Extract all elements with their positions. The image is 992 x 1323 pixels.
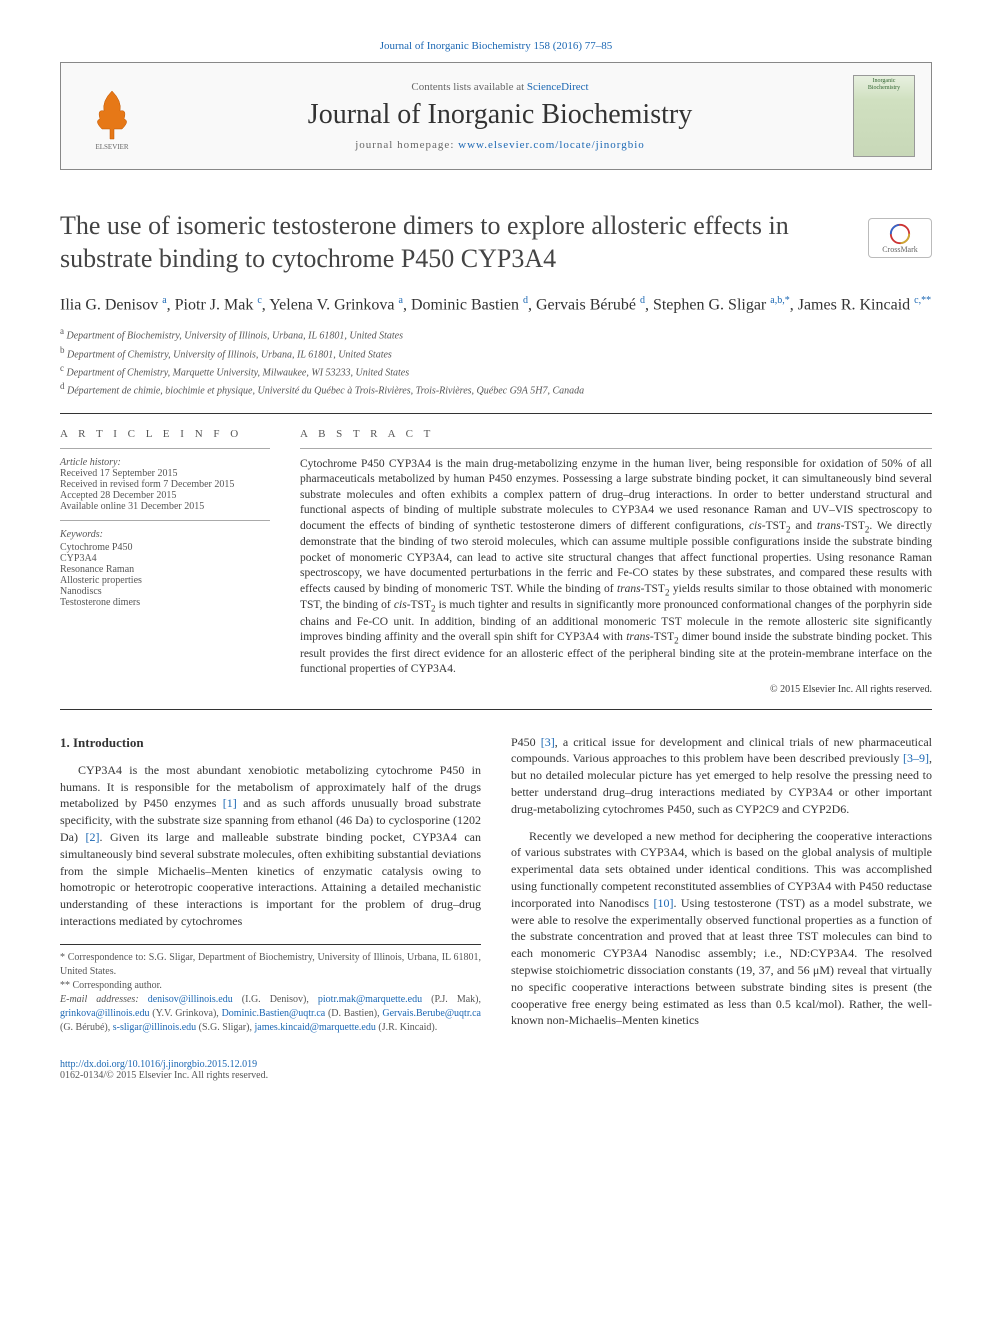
keyword-item: Nanodiscs [60, 586, 270, 597]
issue-citation: Journal of Inorganic Biochemistry 158 (2… [60, 40, 932, 52]
body-columns: 1. Introduction CYP3A4 is the most abund… [60, 734, 932, 1040]
abstract: A B S T R A C T Cytochrome P450 CYP3A4 i… [300, 428, 932, 695]
email-link[interactable]: piotr.mak@marquette.edu [318, 994, 422, 1005]
issue-link[interactable]: Journal of Inorganic Biochemistry 158 (2… [380, 40, 613, 52]
keyword-item: Testosterone dimers [60, 597, 270, 608]
intro-heading: 1. Introduction [60, 734, 481, 752]
author-list: Ilia G. Denisov a, Piotr J. Mak c, Yelen… [60, 293, 932, 317]
crossmark-label: CrossMark [882, 245, 918, 254]
history-item: Accepted 28 December 2015 [60, 490, 270, 501]
affiliation-line: c Department of Chemistry, Marquette Uni… [60, 362, 932, 380]
keywords-list: Cytochrome P450CYP3A4Resonance RamanAllo… [60, 542, 270, 608]
text: , a critical issue for development and c… [511, 735, 932, 766]
ref-link-10[interactable]: [10] [654, 896, 674, 910]
contents-prefix: Contents lists available at [411, 81, 526, 93]
ref-link-3[interactable]: [3] [541, 735, 555, 749]
affiliation-line: d Département de chimie, biochimie et ph… [60, 380, 932, 398]
history-item: Received in revised form 7 December 2015 [60, 479, 270, 490]
history-list: Received 17 September 2015Received in re… [60, 468, 270, 512]
column-left: 1. Introduction CYP3A4 is the most abund… [60, 734, 481, 1040]
email-link[interactable]: Gervais.Berube@uqtr.ca [382, 1008, 481, 1019]
abstract-heading: A B S T R A C T [300, 428, 932, 440]
footnotes: * Correspondence to: S.G. Sligar, Depart… [60, 944, 481, 1035]
abstract-copyright: © 2015 Elsevier Inc. All rights reserved… [300, 684, 932, 695]
ref-link-2[interactable]: [2] [86, 830, 100, 844]
history-item: Available online 31 December 2015 [60, 501, 270, 512]
contents-line: Contents lists available at ScienceDirec… [147, 81, 853, 93]
crossmark-icon [889, 223, 911, 245]
homepage-link[interactable]: www.elsevier.com/locate/jinorgbio [458, 139, 645, 151]
page-footer: http://dx.doi.org/10.1016/j.jinorgbio.20… [60, 1059, 932, 1081]
text: P450 [511, 735, 541, 749]
info-heading: A R T I C L E I N F O [60, 428, 270, 440]
journal-name: Journal of Inorganic Biochemistry [147, 99, 853, 131]
cover-title-2: Biochemistry [868, 85, 900, 92]
ref-link-3-9[interactable]: [3–9] [903, 751, 929, 765]
history-label: Article history: [60, 457, 270, 468]
svg-text:ELSEVIER: ELSEVIER [95, 143, 128, 151]
email-label: E-mail addresses: [60, 994, 148, 1005]
sciencedirect-link[interactable]: ScienceDirect [527, 81, 589, 93]
doi-link[interactable]: http://dx.doi.org/10.1016/j.jinorgbio.20… [60, 1059, 257, 1070]
intro-para-2: Recently we developed a new method for d… [511, 828, 932, 1030]
journal-cover-thumb: Inorganic Biochemistry [853, 75, 915, 157]
info-abstract-row: A R T I C L E I N F O Article history: R… [60, 428, 932, 695]
homepage-prefix: journal homepage: [355, 139, 458, 151]
journal-homepage: journal homepage: www.elsevier.com/locat… [147, 139, 853, 151]
article-info: A R T I C L E I N F O Article history: R… [60, 428, 270, 695]
rule-divider-2 [60, 709, 932, 710]
intro-para-1: CYP3A4 is the most abundant xenobiotic m… [60, 762, 481, 930]
email-footnote: E-mail addresses: denisov@illinois.edu (… [60, 993, 481, 1035]
keywords-label: Keywords: [60, 529, 270, 540]
elsevier-logo: ELSEVIER [77, 76, 147, 156]
issn-copyright: 0162-0134/© 2015 Elsevier Inc. All right… [60, 1070, 268, 1081]
header-center: Contents lists available at ScienceDirec… [147, 81, 853, 151]
affiliations: a Department of Biochemistry, University… [60, 325, 932, 398]
keyword-item: Cytochrome P450 [60, 542, 270, 553]
email-link[interactable]: s-sligar@illinois.edu [113, 1022, 196, 1033]
page: Journal of Inorganic Biochemistry 158 (2… [0, 0, 992, 1121]
keyword-item: Resonance Raman [60, 564, 270, 575]
cover-title-1: Inorganic [873, 78, 896, 85]
history-item: Received 17 September 2015 [60, 468, 270, 479]
email-link[interactable]: denisov@illinois.edu [148, 994, 233, 1005]
keyword-item: Allosteric properties [60, 575, 270, 586]
affiliation-line: b Department of Chemistry, University of… [60, 344, 932, 362]
email-link[interactable]: james.kincaid@marquette.edu [254, 1022, 375, 1033]
ref-link-1[interactable]: [1] [223, 796, 237, 810]
rule-divider [60, 413, 932, 414]
corr-footnote-2: ** Corresponding author. [60, 979, 481, 993]
abstract-text: Cytochrome P450 CYP3A4 is the main drug-… [300, 457, 932, 678]
column-right: P450 [3], a critical issue for developme… [511, 734, 932, 1040]
corr-footnote-1: * Correspondence to: S.G. Sligar, Depart… [60, 951, 481, 979]
journal-header: ELSEVIER Contents lists available at Sci… [60, 62, 932, 170]
email-link[interactable]: grinkova@illinois.edu [60, 1008, 149, 1019]
text: . Given its large and malleable substrat… [60, 830, 481, 928]
keyword-item: CYP3A4 [60, 553, 270, 564]
article-title: The use of isomeric testosterone dimers … [60, 210, 932, 275]
intro-para-1-cont: P450 [3], a critical issue for developme… [511, 734, 932, 818]
affiliation-line: a Department of Biochemistry, University… [60, 325, 932, 343]
crossmark-badge[interactable]: CrossMark [868, 218, 932, 258]
article-header: The use of isomeric testosterone dimers … [60, 210, 932, 399]
email-link[interactable]: Dominic.Bastien@uqtr.ca [222, 1008, 326, 1019]
elsevier-tree-icon: ELSEVIER [82, 81, 142, 151]
text: . Using testosterone (TST) as a model su… [511, 896, 932, 1028]
